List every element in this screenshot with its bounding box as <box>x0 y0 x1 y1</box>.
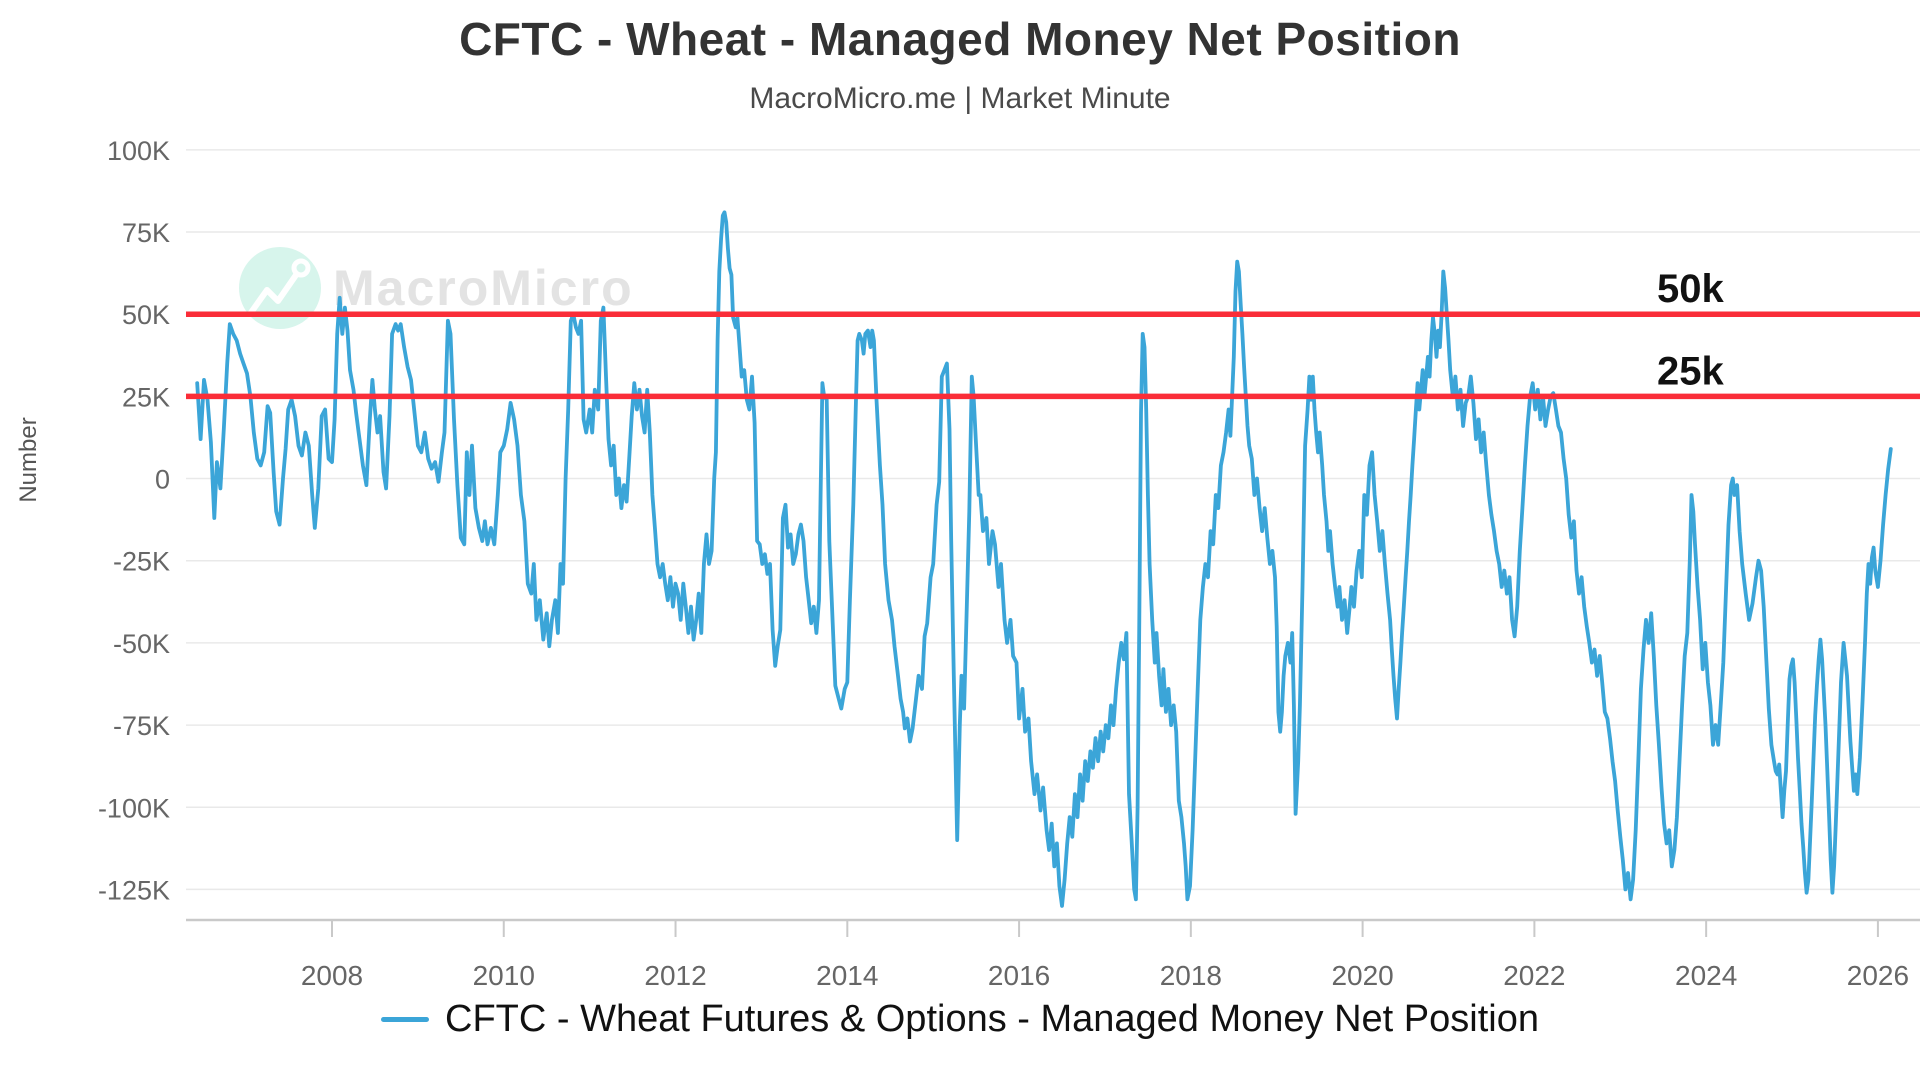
y-axis-tick-label: 100K <box>107 136 170 166</box>
y-axis-tick-label: 50K <box>122 300 170 330</box>
y-axis-title: Number <box>15 417 42 502</box>
y-axis-tick-label: -50K <box>113 629 170 659</box>
x-axis-tick-label: 2016 <box>988 960 1050 991</box>
series-line-wheat-net-position <box>195 210 1893 908</box>
x-axis-tick-label: 2026 <box>1847 960 1909 991</box>
y-axis-tick-label: -75K <box>113 711 170 741</box>
watermark-dot-icon <box>291 258 311 278</box>
reference-label-50k: 50k <box>1657 267 1724 311</box>
x-axis-tick-label: 2020 <box>1331 960 1393 991</box>
y-axis-tick-label: -100K <box>98 793 170 823</box>
legend-line-swatch <box>381 1017 429 1022</box>
x-axis-tick-label: 2010 <box>473 960 535 991</box>
x-axis-tick-label: 2018 <box>1160 960 1222 991</box>
mountain-line-chart-icon <box>247 272 299 317</box>
y-axis-tick-label: 25K <box>122 382 170 412</box>
watermark-logo-circle <box>239 247 321 329</box>
legend[interactable]: CFTC - Wheat Futures & Options - Managed… <box>0 998 1920 1041</box>
x-axis-tick-label: 2008 <box>301 960 363 991</box>
x-axis-tick-label: 2012 <box>644 960 706 991</box>
legend-label: CFTC - Wheat Futures & Options - Managed… <box>445 998 1539 1040</box>
y-axis-tick-label: -125K <box>98 875 170 905</box>
y-axis-tick-label: 75K <box>122 218 170 248</box>
x-axis-tick-label: 2022 <box>1503 960 1565 991</box>
y-axis-tick-label: -25K <box>113 547 170 577</box>
x-axis-tick-label: 2014 <box>816 960 878 991</box>
x-axis-tick-label: 2024 <box>1675 960 1737 991</box>
watermark-text: MacroMicro <box>333 260 634 316</box>
y-axis-tick-label: 0 <box>155 465 170 495</box>
page-title: CFTC - Wheat - Managed Money Net Positio… <box>459 13 1461 65</box>
page-subtitle: MacroMicro.me | Market Minute <box>749 82 1171 115</box>
reference-label-25k: 25k <box>1657 349 1724 393</box>
